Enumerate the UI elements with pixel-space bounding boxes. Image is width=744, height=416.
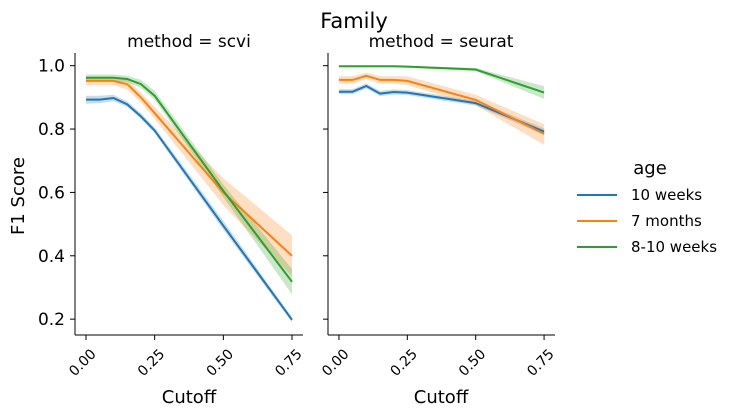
y-tick-label: 0.8 — [38, 120, 65, 140]
series-line-scvi-2 — [86, 76, 293, 283]
series-line-seurat-0 — [338, 84, 545, 133]
series-line-seurat-1 — [338, 74, 545, 135]
legend-entry-label: 8-10 weeks — [631, 238, 717, 256]
x-tick-label-seurat: 0.50 — [456, 346, 489, 379]
y-tick-label: 0.4 — [38, 247, 65, 267]
x-tick-label-scvi: 0.00 — [66, 346, 99, 379]
x-axis-label-scvi: Cutoff — [162, 387, 217, 408]
x-tick-label-scvi: 0.25 — [135, 346, 168, 379]
x-tick-label-scvi: 0.50 — [204, 346, 237, 379]
x-tick-label-scvi: 0.75 — [272, 346, 305, 379]
x-tick-label-seurat: 0.25 — [388, 346, 421, 379]
plot-area-seurat: 0.00 0.25 0.50 0.75 — [319, 53, 558, 380]
x-tick-label-seurat: 0.00 — [319, 346, 352, 379]
legend-entry-label: 7 months — [631, 212, 702, 230]
panel-title-scvi: method = scvi — [127, 32, 251, 52]
figure-suptitle: Family — [320, 9, 388, 33]
x-axis-label-seurat: Cutoff — [414, 387, 469, 408]
y-axis-label: F1 Score — [8, 157, 29, 235]
plot-area-scvi: 0.2 0.4 0.6 0.8 1.0 0.00 0.25 0.50 0.75 — [38, 53, 306, 380]
ci-band-scvi-0 — [86, 94, 292, 323]
y-tick-label: 0.6 — [38, 183, 65, 203]
panel-seurat: method = seurat 0.00 0.25 0.50 0.75 Cutoff — [319, 32, 557, 408]
series-line-scvi-0 — [86, 96, 293, 321]
y-tick-label: 0.2 — [38, 310, 65, 330]
ci-band-scvi-2 — [86, 74, 292, 295]
y-tick-label: 1.0 — [38, 57, 65, 77]
ci-band-seurat-1 — [338, 72, 545, 145]
x-tick-label-seurat: 0.75 — [524, 346, 557, 379]
series-line-scvi-1 — [86, 79, 293, 257]
legend: age 10 weeks 7 months 8-10 weeks — [577, 158, 717, 256]
panel-scvi: method = scvi 0.2 0.4 0.6 0.8 1.0 0.00 0.25 0.5… — [38, 32, 306, 408]
legend-entry-label: 10 weeks — [631, 186, 702, 204]
legend-title: age — [633, 158, 667, 179]
panel-title-seurat: method = seurat — [369, 32, 514, 52]
series-line-seurat-2 — [338, 65, 545, 94]
ci-band-seurat-2 — [338, 65, 545, 99]
